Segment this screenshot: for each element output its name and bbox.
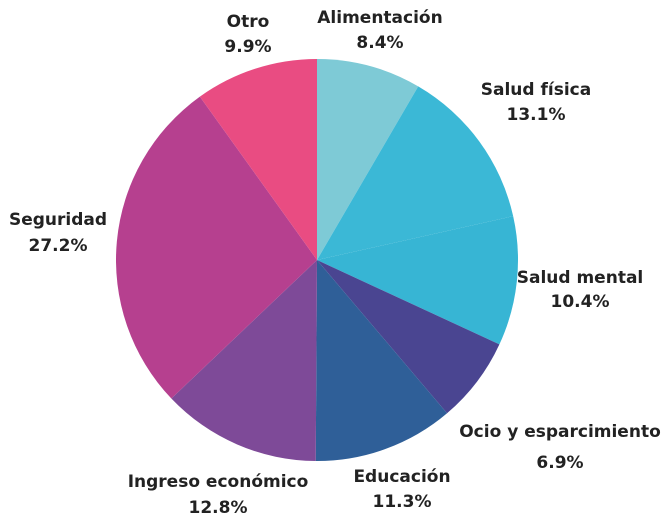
value-label: 9.9%	[224, 37, 271, 57]
slice-label: Ocio y esparcimiento	[459, 422, 661, 442]
value-label: 6.9%	[536, 453, 583, 473]
pie-slice	[317, 86, 514, 260]
pie-slice	[317, 260, 500, 414]
slice-label: Salud mental	[517, 268, 644, 288]
slice-label: Salud física	[481, 80, 591, 100]
slice-label: Ingreso económico	[128, 472, 309, 492]
value-label: 27.2%	[29, 236, 88, 256]
pie-slice	[317, 216, 518, 345]
pie-slice	[199, 59, 317, 260]
value-label: 11.3%	[373, 492, 432, 512]
pie-slice	[171, 260, 317, 461]
pie-slice	[317, 59, 419, 260]
value-label: 12.8%	[189, 498, 248, 518]
value-label: 8.4%	[356, 33, 403, 53]
value-label: 13.1%	[507, 105, 566, 125]
slice-label: Educación	[353, 467, 450, 487]
value-label: 10.4%	[551, 292, 610, 312]
pie-slice	[315, 260, 448, 462]
slice-label: Otro	[227, 12, 270, 32]
slice-label: Alimentación	[317, 8, 442, 28]
slice-label: Seguridad	[9, 210, 107, 230]
pie-slice	[116, 96, 318, 399]
